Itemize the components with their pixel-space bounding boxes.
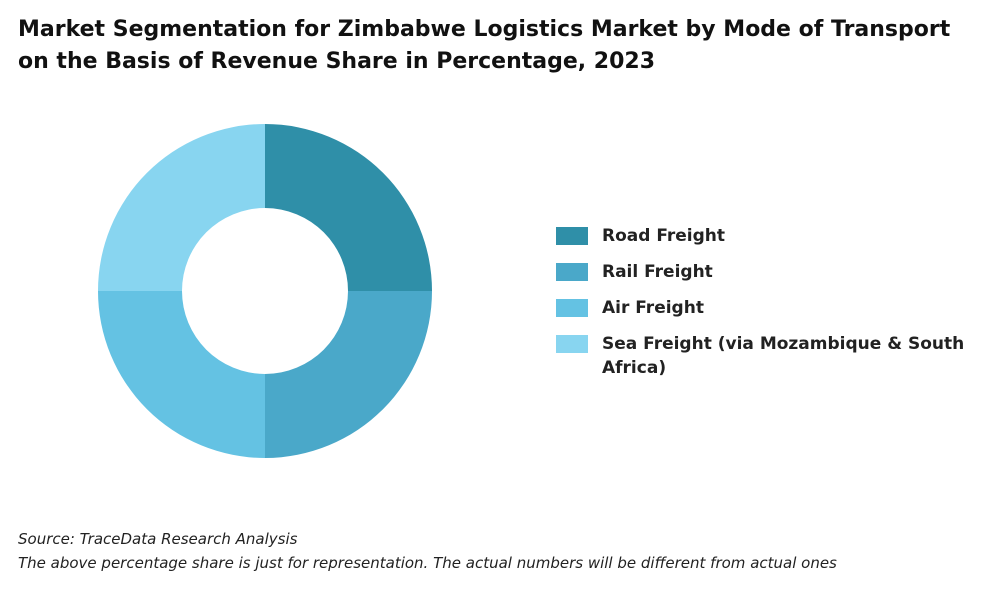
chart-title-line-1: Market Segmentation for Zimbabwe Logisti…	[18, 17, 951, 42]
legend-label-road-freight: Road Freight	[602, 226, 725, 246]
donut-slice-air-freight	[98, 291, 265, 458]
legend-item-rail-freight: Rail Freight	[556, 260, 976, 284]
legend-swatch-air-freight	[556, 299, 588, 317]
chart-title-line-2: on the Basis of Revenue Share in Percent…	[18, 49, 656, 74]
chart-title: Market Segmentation for Zimbabwe Logisti…	[18, 14, 958, 78]
chart-legend: Road Freight Rail Freight Air Freight Se…	[556, 224, 976, 392]
legend-label-sea-freight: Sea Freight (via Mozambique & South Afri…	[602, 334, 965, 378]
donut-slice-rail-freight	[265, 291, 432, 458]
legend-item-road-freight: Road Freight	[556, 224, 976, 248]
donut-slice-sea-freight	[98, 124, 265, 291]
chart-footer: Source: TraceData Research Analysis The …	[18, 527, 978, 575]
legend-swatch-road-freight	[556, 227, 588, 245]
legend-label-air-freight: Air Freight	[602, 298, 704, 318]
disclaimer-note: The above percentage share is just for r…	[18, 554, 837, 572]
legend-swatch-rail-freight	[556, 263, 588, 281]
legend-swatch-sea-freight	[556, 335, 588, 353]
source-note: Source: TraceData Research Analysis	[18, 530, 298, 548]
legend-item-air-freight: Air Freight	[556, 296, 976, 320]
legend-label-rail-freight: Rail Freight	[602, 262, 713, 282]
legend-item-sea-freight: Sea Freight (via Mozambique & South Afri…	[556, 332, 976, 380]
donut-slice-road-freight	[265, 124, 432, 291]
